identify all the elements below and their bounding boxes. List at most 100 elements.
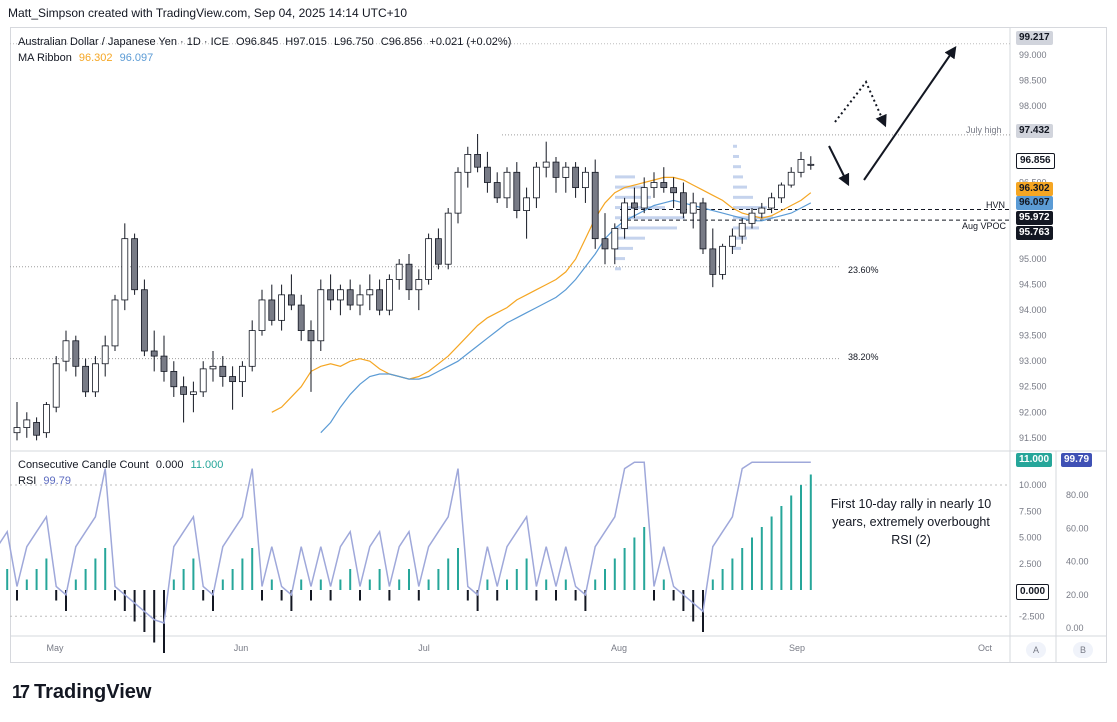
volume-profile-bar: [733, 154, 739, 158]
tag-ma-fast: 96.302: [1016, 182, 1053, 196]
candle-body: [23, 419, 31, 428]
tag-count: 11.000: [1016, 453, 1053, 467]
ma-ribbon-label[interactable]: MA Ribbon: [18, 52, 72, 64]
candle-body: [601, 238, 609, 250]
candle-body: [92, 363, 99, 393]
counter-label[interactable]: Consecutive Candle Count: [18, 459, 149, 471]
volume-profile-bar: [733, 175, 743, 179]
candle-body: [395, 263, 403, 280]
count-tick-label: 7.500: [1019, 506, 1042, 516]
candle-body: [464, 154, 472, 173]
candle-body: [307, 330, 315, 342]
candle-body: [660, 182, 668, 189]
candle-body: [13, 427, 21, 434]
chart-header-title: Matt_Simpson created with TradingView.co…: [8, 6, 408, 20]
candle-body: [513, 171, 521, 211]
hvn-label: HVN: [986, 200, 1006, 210]
candle-body: [670, 187, 677, 194]
price-tick-label: 93.500: [1019, 331, 1047, 341]
symbol-name[interactable]: Australian Dollar / Japanese Yen · 1D · …: [18, 36, 229, 48]
symbol-legend: Australian Dollar / Japanese Yen · 1D · …: [18, 36, 515, 48]
candle-body: [582, 171, 589, 189]
fib-382-label: 38.20%: [848, 352, 879, 362]
candle-body: [738, 222, 746, 237]
volume-profile-bar: [615, 206, 665, 210]
candle-body: [170, 371, 178, 388]
count-tick-label: -2.500: [1019, 611, 1045, 621]
rsi-tick-label: 80.00: [1066, 490, 1089, 500]
candle-body: [121, 238, 129, 301]
candle-body: [434, 238, 442, 265]
candle-body: [199, 368, 207, 393]
candle-body: [43, 404, 50, 434]
chart-frame: [10, 27, 1107, 663]
price-tick-label: 93.000: [1019, 356, 1047, 366]
candle-body: [356, 294, 364, 306]
candle-body: [336, 289, 344, 301]
candle-body: [444, 212, 452, 265]
price-tick-label: 92.000: [1019, 407, 1047, 417]
candle-body: [385, 279, 393, 311]
candle-body: [366, 289, 374, 296]
candle-body: [111, 299, 119, 347]
tag-rsi: 99.79: [1061, 453, 1093, 467]
candle-body: [346, 289, 354, 306]
candle-body: [758, 207, 766, 214]
candle-body: [562, 166, 570, 178]
rsi-tick-label: 40.00: [1066, 557, 1089, 567]
tag-hvn: 95.972: [1016, 211, 1053, 225]
tradingview-logo-text: TradingView: [34, 681, 152, 703]
rsi-legend: RSI 99.79: [18, 475, 75, 487]
price-tick-label: 95.000: [1019, 254, 1047, 264]
auto-scale-button[interactable]: A: [1026, 642, 1046, 658]
candle-body: [72, 340, 80, 367]
price-tick-label: 91.500: [1019, 433, 1047, 443]
rsi-value: 99.79: [43, 475, 71, 487]
time-tick-label: Jul: [418, 643, 430, 653]
candle-body: [131, 238, 139, 291]
volume-profile-bar: [615, 267, 621, 271]
candle-body: [591, 171, 599, 240]
candle-body: [640, 187, 648, 209]
volume-profile-bar: [733, 185, 747, 189]
tradingview-logo[interactable]: 17 TradingView: [12, 681, 151, 704]
candle-body: [533, 166, 540, 199]
candle-body: [376, 289, 384, 311]
scale-b-button[interactable]: B: [1073, 642, 1093, 658]
candle-body: [327, 289, 335, 301]
candle-body: [317, 289, 325, 342]
scenario-arrow-dotted: [834, 80, 887, 128]
candle-body: [493, 182, 501, 199]
volume-profile-bar: [733, 165, 741, 169]
rsi-tick-label: 60.00: [1066, 523, 1089, 533]
candle-body: [768, 197, 775, 209]
annotation-note: First 10-day rally in nearly 10 years, e…: [830, 497, 992, 547]
tag-july-high: 97.432: [1016, 124, 1053, 138]
candle-body: [425, 238, 433, 280]
volume-profile-bar: [615, 257, 625, 261]
candle-body: [180, 386, 188, 395]
candle-body: [140, 289, 148, 352]
volume-profile-bar: [733, 226, 759, 230]
candle-body: [52, 363, 60, 408]
volume-profile-bar: [615, 226, 677, 230]
aug-vpoc-label: Aug VPOC: [962, 221, 1007, 231]
price-tick-label: 99.000: [1019, 50, 1047, 60]
rsi-tick-label: 0.00: [1066, 623, 1084, 633]
volume-profile-bar: [615, 216, 685, 220]
tag-zero: 0.000: [1016, 584, 1050, 600]
rsi-label[interactable]: RSI: [18, 475, 37, 487]
candle-body: [797, 159, 805, 173]
price-tick-label: 92.500: [1019, 382, 1047, 392]
candle-body: [699, 202, 707, 250]
time-tick-label: Jun: [234, 643, 249, 653]
candle-body: [748, 212, 756, 224]
candle-body: [454, 171, 462, 214]
candle-body: [689, 202, 697, 214]
ma-fast-line: [271, 176, 812, 413]
volume-profile-bar: [733, 195, 753, 199]
candle-body: [650, 182, 658, 189]
candle-body: [503, 171, 511, 199]
ohlc-close: C96.856: [380, 36, 423, 48]
